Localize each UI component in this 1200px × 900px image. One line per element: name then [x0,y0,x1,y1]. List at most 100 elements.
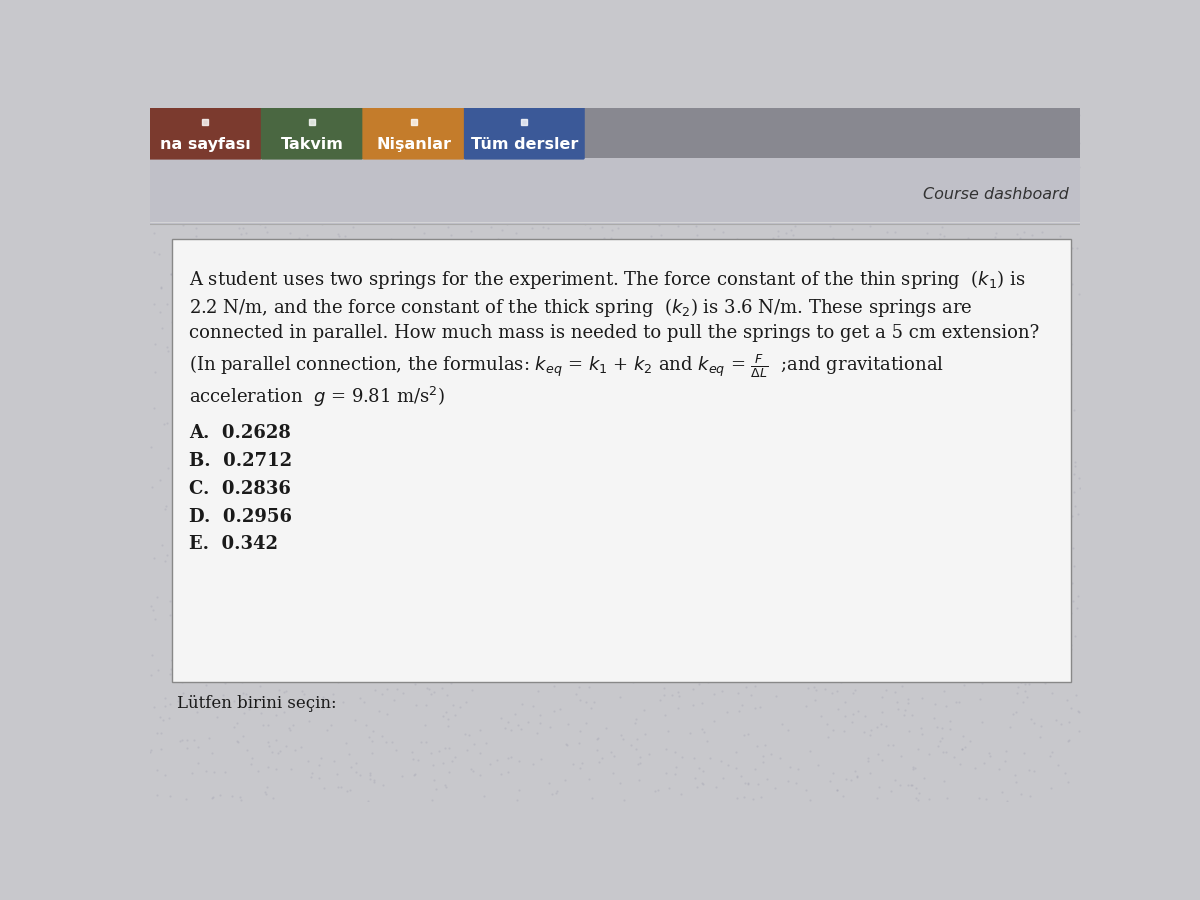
Point [808,413,827,428]
Point [280,321,299,336]
Point [317,469,336,483]
Point [282,308,301,322]
Point [1043,114,1062,129]
Point [182,437,202,452]
Point [934,229,953,243]
Point [724,434,743,448]
Point [1040,527,1060,542]
Point [347,755,366,770]
Point [422,793,442,807]
Text: C.  0.2836: C. 0.2836 [188,480,290,498]
Point [947,164,966,178]
Point [440,498,460,512]
Point [187,599,206,614]
Point [886,315,905,329]
Point [691,579,710,593]
Point [689,322,708,337]
Point [539,330,558,345]
Point [704,687,724,701]
Point [598,324,617,338]
Point [336,229,355,243]
FancyBboxPatch shape [362,106,464,159]
Point [530,243,550,257]
Point [954,187,973,202]
Point [625,716,644,730]
Point [172,675,191,689]
Point [233,431,252,446]
Point [910,264,929,278]
Point [424,494,443,508]
Point [145,245,164,259]
Point [941,621,960,635]
Point [1001,720,1020,734]
Point [515,166,534,181]
Point [238,516,257,530]
Point [1069,136,1088,150]
Point [852,454,871,468]
Point [305,526,324,541]
Point [656,742,676,756]
Point [954,342,973,356]
Point [972,540,991,554]
Point [236,104,256,119]
Point [695,607,714,621]
Point [848,385,868,400]
Point [641,427,660,441]
Point [581,325,600,339]
Point [389,378,408,392]
Point [412,363,431,377]
Point [656,137,676,151]
Point [750,641,769,655]
Point [971,587,990,601]
Point [931,521,950,535]
Point [516,558,535,572]
Point [254,410,274,425]
Point [788,159,808,174]
Point [750,159,769,174]
Point [506,428,526,442]
Point [526,569,545,583]
Point [1042,266,1061,281]
Point [973,363,992,377]
Point [508,289,527,303]
Point [863,108,882,122]
Point [148,788,167,802]
Point [528,351,547,365]
Point [684,681,703,696]
Point [214,688,233,702]
Point [494,463,514,477]
Point [380,104,400,118]
Point [404,339,424,354]
Point [188,755,208,770]
Point [655,485,674,500]
Point [161,662,180,677]
Point [691,404,710,419]
Point [694,493,713,508]
Point [262,590,281,604]
Point [205,608,224,623]
Point [906,780,925,795]
Point [624,650,643,664]
Point [190,349,209,364]
Point [622,138,641,152]
Point [158,344,178,358]
Point [518,715,538,729]
Point [368,290,388,304]
Point [492,571,511,585]
Point [822,686,841,700]
Point [924,643,943,657]
Point [372,728,391,742]
Point [277,683,296,698]
Point [940,325,959,339]
Point [142,647,161,662]
Point [768,148,787,162]
FancyBboxPatch shape [260,106,364,159]
Point [979,656,998,670]
Point [368,356,388,371]
Point [185,733,204,747]
Point [997,559,1016,573]
Point [395,211,414,225]
Point [547,159,566,174]
Point [708,346,727,360]
Point [841,639,860,653]
